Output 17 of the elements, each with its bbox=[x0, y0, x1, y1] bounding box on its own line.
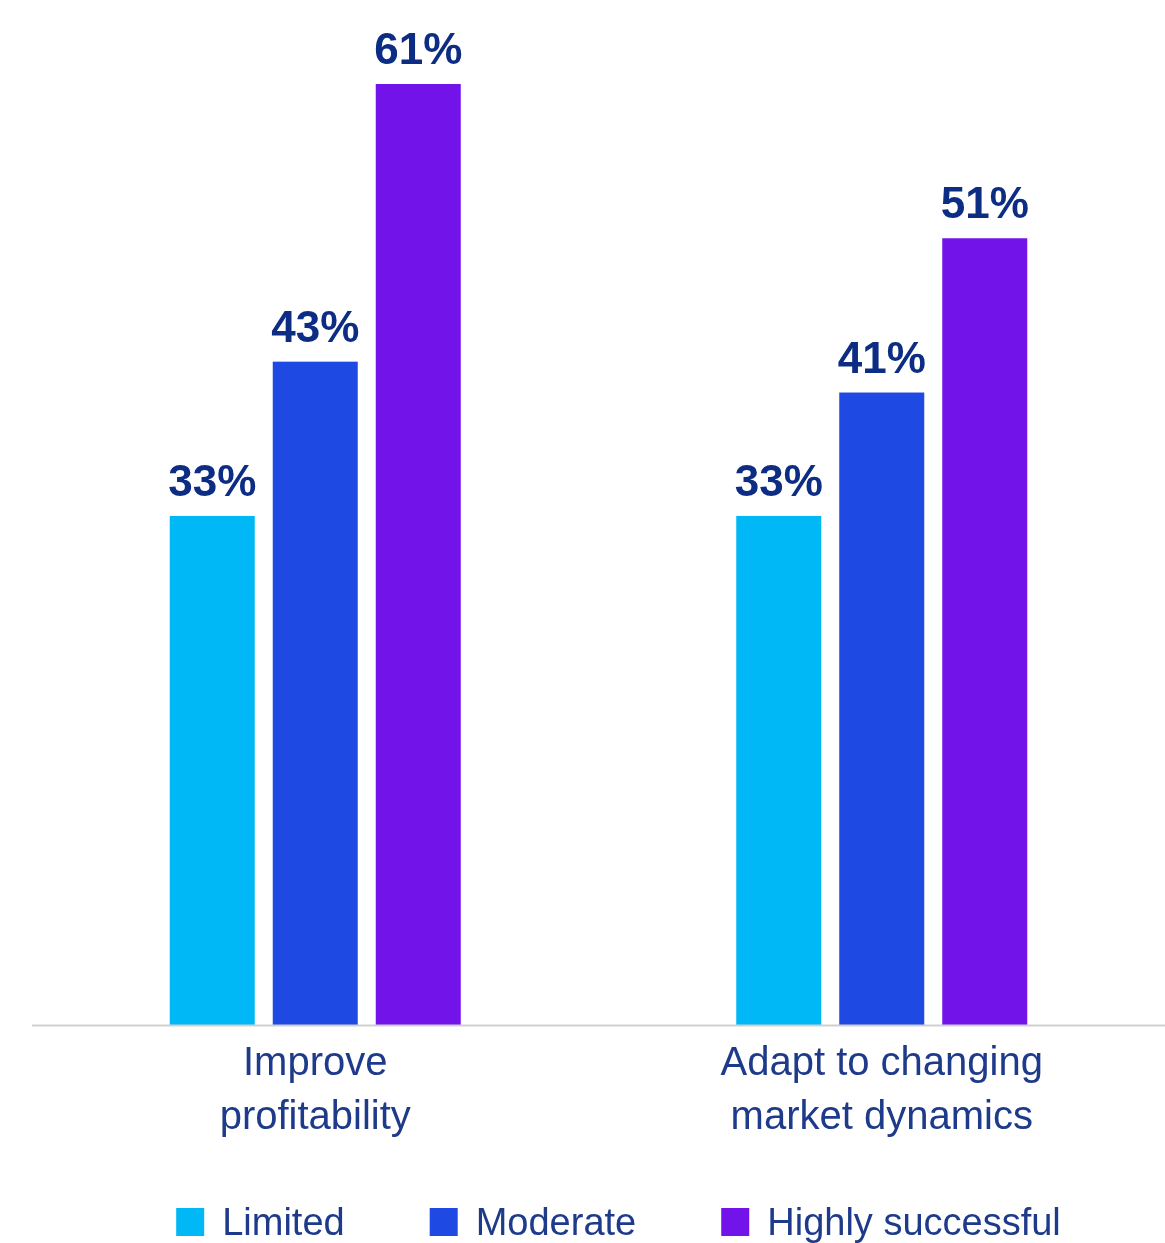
bar bbox=[839, 392, 925, 1025]
data-label: 43% bbox=[271, 301, 360, 351]
legend-label: Highly successful bbox=[767, 1201, 1061, 1243]
data-label: 61% bbox=[374, 24, 463, 73]
bar bbox=[169, 515, 255, 1025]
x-tick-label: Adapt to changing market dynamics bbox=[720, 1039, 1043, 1137]
data-label: 33% bbox=[734, 455, 823, 505]
data-label: 41% bbox=[837, 332, 926, 382]
legend-label: Moderate bbox=[475, 1201, 637, 1243]
data-label: 51% bbox=[940, 178, 1029, 228]
bar bbox=[942, 238, 1028, 1025]
bar bbox=[375, 84, 461, 1025]
legend-label: Limited bbox=[222, 1201, 345, 1243]
x-tick-label: Improve profitability bbox=[219, 1039, 411, 1137]
data-label: 33% bbox=[168, 455, 257, 505]
bar bbox=[736, 515, 822, 1025]
bar bbox=[272, 361, 358, 1025]
